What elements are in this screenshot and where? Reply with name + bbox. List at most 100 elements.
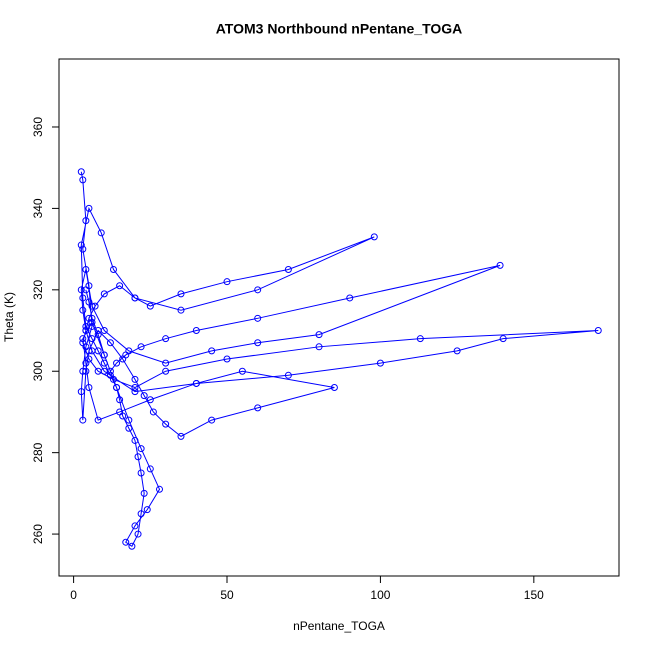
data-point bbox=[88, 314, 96, 322]
data-line bbox=[80, 171, 599, 548]
y-axis-label: Theta (K) bbox=[2, 292, 16, 342]
data-point bbox=[77, 241, 85, 249]
data-point bbox=[177, 290, 185, 298]
data-point bbox=[496, 261, 504, 269]
data-point bbox=[594, 327, 602, 335]
data-point bbox=[85, 355, 93, 363]
x-tick-label: 0 bbox=[70, 588, 77, 602]
data-point bbox=[82, 265, 90, 273]
data-point bbox=[208, 347, 216, 355]
data-point bbox=[162, 359, 170, 367]
data-point bbox=[149, 408, 157, 416]
data-point bbox=[85, 314, 93, 322]
data-point bbox=[85, 204, 93, 212]
data-point bbox=[125, 424, 133, 432]
data-point bbox=[137, 469, 145, 477]
data-point bbox=[134, 453, 142, 461]
data-point bbox=[177, 432, 185, 440]
data-point bbox=[128, 542, 136, 550]
data-point bbox=[77, 286, 85, 294]
data-point bbox=[238, 367, 246, 375]
y-tick-label: 340 bbox=[31, 198, 45, 218]
data-point bbox=[122, 538, 130, 546]
y-tick-label: 360 bbox=[31, 117, 45, 137]
data-point bbox=[162, 367, 170, 375]
chart-title: ATOM3 Northbound nPentane_TOGA bbox=[216, 21, 463, 37]
data-point bbox=[79, 245, 87, 253]
data-point bbox=[82, 367, 90, 375]
y-tick-label: 260 bbox=[31, 524, 45, 544]
data-point bbox=[106, 367, 114, 375]
data-point bbox=[85, 384, 93, 392]
x-axis-label: nPentane_TOGA bbox=[293, 619, 385, 633]
data-point bbox=[146, 302, 154, 310]
data-point bbox=[82, 217, 90, 225]
data-point bbox=[143, 506, 151, 514]
data-point bbox=[100, 351, 108, 359]
x-tick-label: 100 bbox=[370, 588, 390, 602]
data-point bbox=[79, 335, 87, 343]
data-point bbox=[88, 347, 96, 355]
data-point bbox=[223, 355, 231, 363]
data-point bbox=[208, 416, 216, 424]
data-point bbox=[109, 375, 117, 383]
data-point bbox=[370, 233, 378, 241]
data-point bbox=[79, 416, 87, 424]
data-point bbox=[254, 286, 262, 294]
data-point bbox=[119, 412, 127, 420]
data-point bbox=[116, 282, 124, 290]
data-point bbox=[116, 396, 124, 404]
data-point bbox=[106, 339, 114, 347]
data-point bbox=[125, 416, 133, 424]
data-point bbox=[85, 298, 93, 306]
data-point bbox=[82, 286, 90, 294]
x-tick-label: 150 bbox=[524, 588, 544, 602]
data-point bbox=[79, 294, 87, 302]
data-point bbox=[94, 416, 102, 424]
data-point bbox=[162, 420, 170, 428]
data-point bbox=[131, 522, 139, 530]
data-point bbox=[100, 359, 108, 367]
data-point bbox=[137, 510, 145, 518]
data-point bbox=[284, 265, 292, 273]
data-point bbox=[85, 347, 93, 355]
data-point bbox=[77, 168, 85, 176]
data-point bbox=[131, 436, 139, 444]
data-point bbox=[254, 314, 262, 322]
y-tick-label: 280 bbox=[31, 442, 45, 462]
data-point bbox=[91, 302, 99, 310]
data-point bbox=[453, 347, 461, 355]
data-point bbox=[94, 331, 102, 339]
data-point bbox=[77, 388, 85, 396]
data-point bbox=[177, 306, 185, 314]
data-point bbox=[162, 335, 170, 343]
data-point bbox=[376, 359, 384, 367]
data-point bbox=[79, 339, 87, 347]
data-point bbox=[113, 384, 121, 392]
data-point bbox=[346, 294, 354, 302]
data-point bbox=[156, 485, 164, 493]
data-point bbox=[131, 375, 139, 383]
data-point bbox=[82, 322, 90, 330]
data-point bbox=[254, 339, 262, 347]
data-point bbox=[113, 359, 121, 367]
data-point bbox=[140, 489, 148, 497]
data-point bbox=[192, 327, 200, 335]
y-tick-label: 320 bbox=[31, 279, 45, 299]
data-point bbox=[315, 343, 323, 351]
data-point bbox=[100, 327, 108, 335]
data-point bbox=[79, 367, 87, 375]
data-point bbox=[192, 379, 200, 387]
data-point bbox=[146, 465, 154, 473]
data-point bbox=[330, 384, 338, 392]
x-tick-label: 50 bbox=[220, 588, 234, 602]
data-point bbox=[254, 404, 262, 412]
data-point bbox=[134, 530, 142, 538]
data-point bbox=[131, 388, 139, 396]
data-point bbox=[315, 331, 323, 339]
data-point bbox=[100, 290, 108, 298]
data-point bbox=[131, 294, 139, 302]
data-point bbox=[284, 371, 292, 379]
data-point bbox=[140, 392, 148, 400]
